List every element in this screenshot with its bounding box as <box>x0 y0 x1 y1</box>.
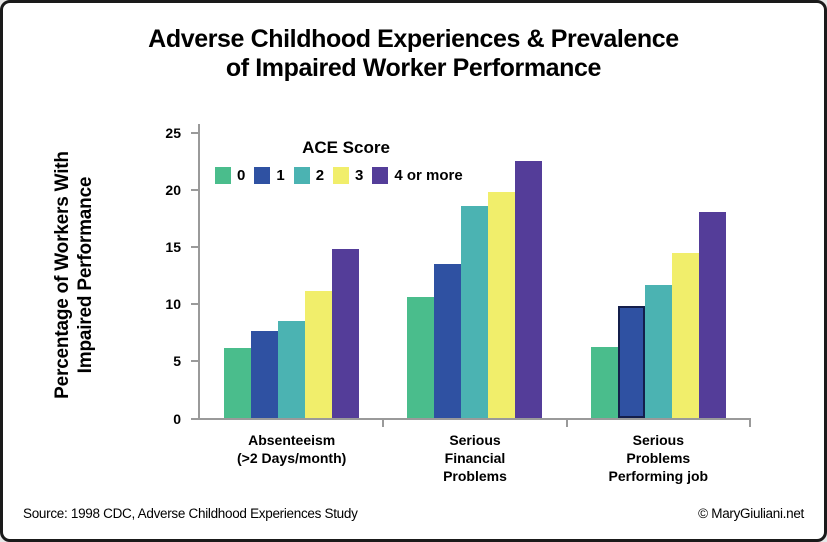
bar-ace-2-2 <box>461 206 489 418</box>
chart-title: Adverse Childhood Experiences & Prevalen… <box>148 25 679 82</box>
legend-swatch-icon <box>215 167 231 184</box>
legend-items: 0 1 2 3 4 or more <box>215 167 477 184</box>
y-tick-label: 25 <box>165 124 181 141</box>
x-tick-mark <box>749 420 751 427</box>
y-axis-label: Percentage of Workers With Impaired Perf… <box>52 151 97 399</box>
bar-group <box>383 132 566 418</box>
legend-item: 1 <box>254 167 285 184</box>
y-tick-mark <box>191 417 198 420</box>
y-tick-label: 10 <box>165 296 181 313</box>
legend-item: 2 <box>293 167 325 184</box>
bar-ace-4-or-more-1 <box>332 248 360 418</box>
x-tick-mark <box>565 420 568 427</box>
bar-ace-2-3 <box>644 285 672 418</box>
footer-credit: © MaryGiuliani.net <box>698 506 804 521</box>
y-tick-mark <box>191 303 198 306</box>
legend-item: 4 or more <box>372 167 463 184</box>
legend-title: ACE Score <box>302 138 390 157</box>
legend: ACE Score 0 1 2 3 4 or more <box>215 138 477 184</box>
y-tick-mark <box>191 360 198 363</box>
bar-ace-3-3 <box>671 253 699 418</box>
y-tick-label: 0 <box>173 410 181 427</box>
y-tick-mark <box>191 188 198 191</box>
legend-item-label: 0 <box>237 167 246 184</box>
x-category-label: Serious Problems Performing job <box>608 432 709 485</box>
legend-item-label: 3 <box>355 167 364 184</box>
y-tick-label: 20 <box>165 181 181 198</box>
legend-swatch-icon <box>333 167 350 184</box>
bar-ace-2-1 <box>278 320 306 418</box>
bar-ace-1-2 <box>434 263 462 418</box>
x-axis-line <box>198 418 751 420</box>
bar-ace-1-1 <box>251 331 279 418</box>
bar-ace-0-1 <box>224 348 252 418</box>
legend-item-label: 2 <box>315 167 325 184</box>
x-axis-labels: Absenteeism (>2 Days/month) Serious Finan… <box>200 431 750 486</box>
bar-ace-0-2 <box>407 296 435 418</box>
y-tick-label: 15 <box>165 238 181 255</box>
bar-ace-1-3 <box>617 305 645 418</box>
bar-ace-3-1 <box>305 291 333 418</box>
legend-swatch-icon <box>293 167 310 184</box>
legend-item: 0 <box>215 167 245 184</box>
legend-item-label: 4 or more <box>394 167 463 184</box>
bar-ace-0-3 <box>590 347 618 418</box>
bar-ace-4-or-more-3 <box>698 212 726 418</box>
legend-swatch-icon <box>254 167 271 184</box>
x-category-label: Serious Financial Problems <box>443 432 507 485</box>
bar-groups <box>200 132 750 418</box>
legend-item-label: 1 <box>276 167 285 184</box>
bar-ace-3-2 <box>488 191 516 418</box>
footer-source: Source: 1998 CDC, Adverse Childhood Expe… <box>23 506 358 521</box>
legend-swatch-icon <box>372 167 389 184</box>
y-tick-label: 5 <box>173 353 181 370</box>
y-tick-mark <box>191 131 198 134</box>
bar-group <box>567 132 750 418</box>
y-tick-mark <box>191 245 198 248</box>
y-axis-line <box>198 124 200 420</box>
bar-ace-4-or-more-2 <box>515 160 543 418</box>
x-category-label: Absenteeism (>2 Days/month) <box>237 432 347 467</box>
x-tick-mark <box>382 420 385 427</box>
legend-item: 3 <box>333 167 363 184</box>
bar-group <box>200 132 383 418</box>
